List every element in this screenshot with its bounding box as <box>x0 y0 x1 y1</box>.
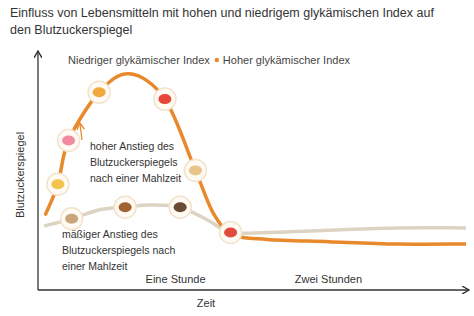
title: Einfluss von Lebensmitteln mit hohen und… <box>10 6 434 37</box>
chart: Einfluss von Lebensmitteln mit hohen und… <box>0 0 474 316</box>
food-icon-shape <box>224 228 237 238</box>
food-icon <box>114 196 136 218</box>
food-icon-shape <box>51 179 64 189</box>
food-icon <box>220 222 242 244</box>
x-tick-label: Zwei Stunden <box>295 273 362 285</box>
food-icon <box>61 208 83 230</box>
plot-area <box>46 74 466 244</box>
food-icon-shape <box>158 94 171 104</box>
food-icons <box>47 81 242 243</box>
annotation-arrow <box>80 124 82 140</box>
annotation: mäßiger Anstieg des <box>62 228 158 240</box>
annotation: nach einer Mahlzeit <box>90 172 181 184</box>
x-tick-label: Eine Stunde <box>146 273 206 285</box>
x-axis <box>38 289 468 290</box>
food-icon-shape <box>93 87 106 97</box>
food-icon <box>154 88 176 110</box>
food-icon <box>58 130 80 152</box>
food-icon <box>88 81 110 103</box>
series-line <box>46 74 466 244</box>
y-axis-label: Blutzuckerspiegel <box>14 132 26 218</box>
food-icon-shape <box>119 202 132 212</box>
y-axis <box>37 52 38 290</box>
food-icon-shape <box>174 202 187 212</box>
food-icon-shape <box>189 165 202 175</box>
legend-separator <box>215 58 219 62</box>
legend-entry: Hoher glykämischer Index <box>223 54 351 66</box>
food-icon <box>169 196 191 218</box>
food-icon <box>184 159 206 181</box>
x-axis-label: Zeit <box>197 297 215 309</box>
annotation: Blutzuckerspiegels nach <box>62 244 175 256</box>
legend-entry: Niedriger glykämischer Index <box>68 54 210 66</box>
title-line: Einfluss von Lebensmitteln mit hohen und… <box>10 6 434 20</box>
food-icon-shape <box>62 136 75 146</box>
annotation: hoher Anstieg des <box>90 140 174 152</box>
annotation: einer Mahlzeit <box>62 260 127 272</box>
food-icon <box>47 173 69 195</box>
food-icon-shape <box>65 214 78 224</box>
title-line: den Blutzuckerspiegel <box>10 23 132 37</box>
annotation: Blutzuckerspiegels <box>90 156 178 168</box>
